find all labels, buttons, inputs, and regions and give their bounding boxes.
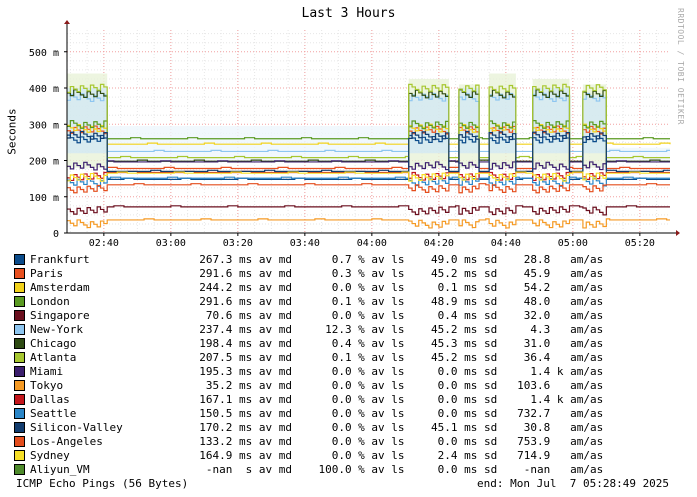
legend-stats: 207.5 ms av md 0.1 % av ls 45.2 ms sd 36… (186, 351, 604, 364)
legend-name: Dallas (30, 393, 70, 406)
x-axis-arrow (676, 230, 680, 236)
series-line-atlanta (67, 83, 670, 159)
legend-swatch (14, 310, 25, 321)
legend-swatch (14, 450, 25, 461)
x-tick-label: 04:20 (424, 238, 454, 249)
legend-swatch (14, 366, 25, 377)
x-tick-label: 03:20 (223, 238, 253, 249)
legend-name: Los-Angeles (30, 435, 103, 448)
legend-swatch (14, 422, 25, 433)
series-line-london (67, 120, 670, 140)
legend-name: London (30, 295, 70, 308)
legend-stats: 291.6 ms av md 0.3 % av ls 45.2 ms sd 45… (186, 267, 604, 280)
y-tick-label: 400 m (29, 84, 59, 95)
legend-name: Aliyun_VM (30, 463, 90, 476)
legend-stats: 267.3 ms av md 0.7 % av ls 49.0 ms sd 28… (186, 253, 604, 266)
legend-name: Chicago (30, 337, 77, 350)
legend-swatch (14, 324, 25, 335)
y-tick-label: 300 m (29, 120, 59, 131)
x-tick-label: 03:40 (290, 238, 320, 249)
x-tick-label: 04:40 (491, 238, 521, 249)
legend-stats: 237.4 ms av md 12.3 % av ls 45.2 ms sd 4… (186, 323, 604, 336)
legend-name: Paris (30, 267, 64, 280)
series-line-sydney (67, 171, 670, 182)
series-line-amsterdam (67, 123, 671, 145)
footer-description: ICMP Echo Pings (56 Bytes) (16, 477, 189, 490)
legend-name: Seattle (30, 407, 77, 420)
footer-end-time: end: Mon Jul 7 05:28:49 2025 (477, 477, 670, 490)
legend-swatch (14, 352, 25, 363)
legend-name: Miami (30, 365, 64, 378)
legend-stats: -nan s av md 100.0 % av ls 0.0 ms sd -na… (186, 463, 604, 476)
smoke-band (532, 88, 570, 154)
legend-stats: 291.6 ms av md 0.1 % av ls 48.9 ms sd 48… (186, 295, 604, 308)
legend-stats: 70.6 ms av md 0.0 % av ls 0.4 ms sd 32.0… (186, 309, 604, 322)
series-line-singapore (67, 205, 670, 216)
chart-title: Last 3 Hours (301, 6, 396, 21)
legend-swatch (14, 254, 25, 265)
legend-stats: 164.9 ms av md 0.0 % av ls 2.4 ms sd 714… (186, 449, 604, 462)
series-line-tokyo (67, 218, 670, 229)
legend-name: Amsterdam (30, 281, 90, 294)
x-tick-label: 05:20 (625, 238, 655, 249)
legend-stats: 195.3 ms av md 0.0 % av ls 0.0 ms sd 1.4… (186, 365, 604, 378)
legend-stats: 198.4 ms av md 0.4 % av ls 45.3 ms sd 31… (186, 337, 604, 350)
x-tick-label: 02:40 (89, 238, 119, 249)
y-axis-arrow (64, 20, 70, 24)
rrdtool-watermark: RRDTOOL / TOBI OETIKER (676, 8, 685, 125)
legend-swatch (14, 436, 25, 447)
y-tick-label: 0 (53, 229, 59, 240)
series-line-frankfurt (67, 134, 670, 180)
legend-name: New-York (30, 323, 83, 336)
x-tick-label: 05:00 (558, 238, 588, 249)
series-line-los-angeles (67, 183, 670, 194)
y-tick-label: 500 m (29, 48, 59, 59)
series-line-miami (67, 160, 670, 171)
y-tick-label: 200 m (29, 157, 59, 168)
x-tick-label: 04:00 (357, 238, 387, 249)
legend-name: Singapore (30, 309, 90, 322)
x-tick-label: 03:00 (156, 238, 186, 249)
legend-stats: 35.2 ms av md 0.0 % av ls 0.0 ms sd 103.… (186, 379, 604, 392)
legend-swatch (14, 464, 25, 475)
ping-chart: 0 100 m 200 m 300 m 400 m 500 m 02:40 03:00 03:2… (29, 20, 680, 249)
legend-stats: 150.5 ms av md 0.0 % av ls 0.0 ms sd 732… (186, 407, 604, 420)
legend-name: Atlanta (30, 351, 77, 364)
series-line-silicon-valley (67, 130, 670, 172)
legend-stats: 170.2 ms av md 0.0 % av ls 45.1 ms sd 30… (186, 421, 604, 434)
legend-stats: 133.2 ms av md 0.0 % av ls 0.0 ms sd 753… (186, 435, 604, 448)
legend-swatch (14, 268, 25, 279)
legend-name: Frankfurt (30, 253, 90, 266)
legend-name: Sydney (30, 449, 70, 462)
legend-swatch (14, 296, 25, 307)
legend-name: Silicon-Valley (30, 421, 123, 434)
legend-swatch (14, 380, 25, 391)
series-line-seattle (67, 176, 670, 187)
legend-name: Tokyo (30, 379, 64, 392)
legend-stats: 244.2 ms av md 0.0 % av ls 0.1 ms sd 54.… (186, 281, 604, 294)
legend-swatch (14, 338, 25, 349)
legend-swatch (14, 408, 25, 419)
legend-swatch (14, 282, 25, 293)
y-tick-label: 100 m (29, 193, 59, 204)
legend-swatch (14, 394, 25, 405)
legend-stats: 167.1 ms av md 0.0 % av ls 0.0 ms sd 1.4… (186, 393, 604, 406)
